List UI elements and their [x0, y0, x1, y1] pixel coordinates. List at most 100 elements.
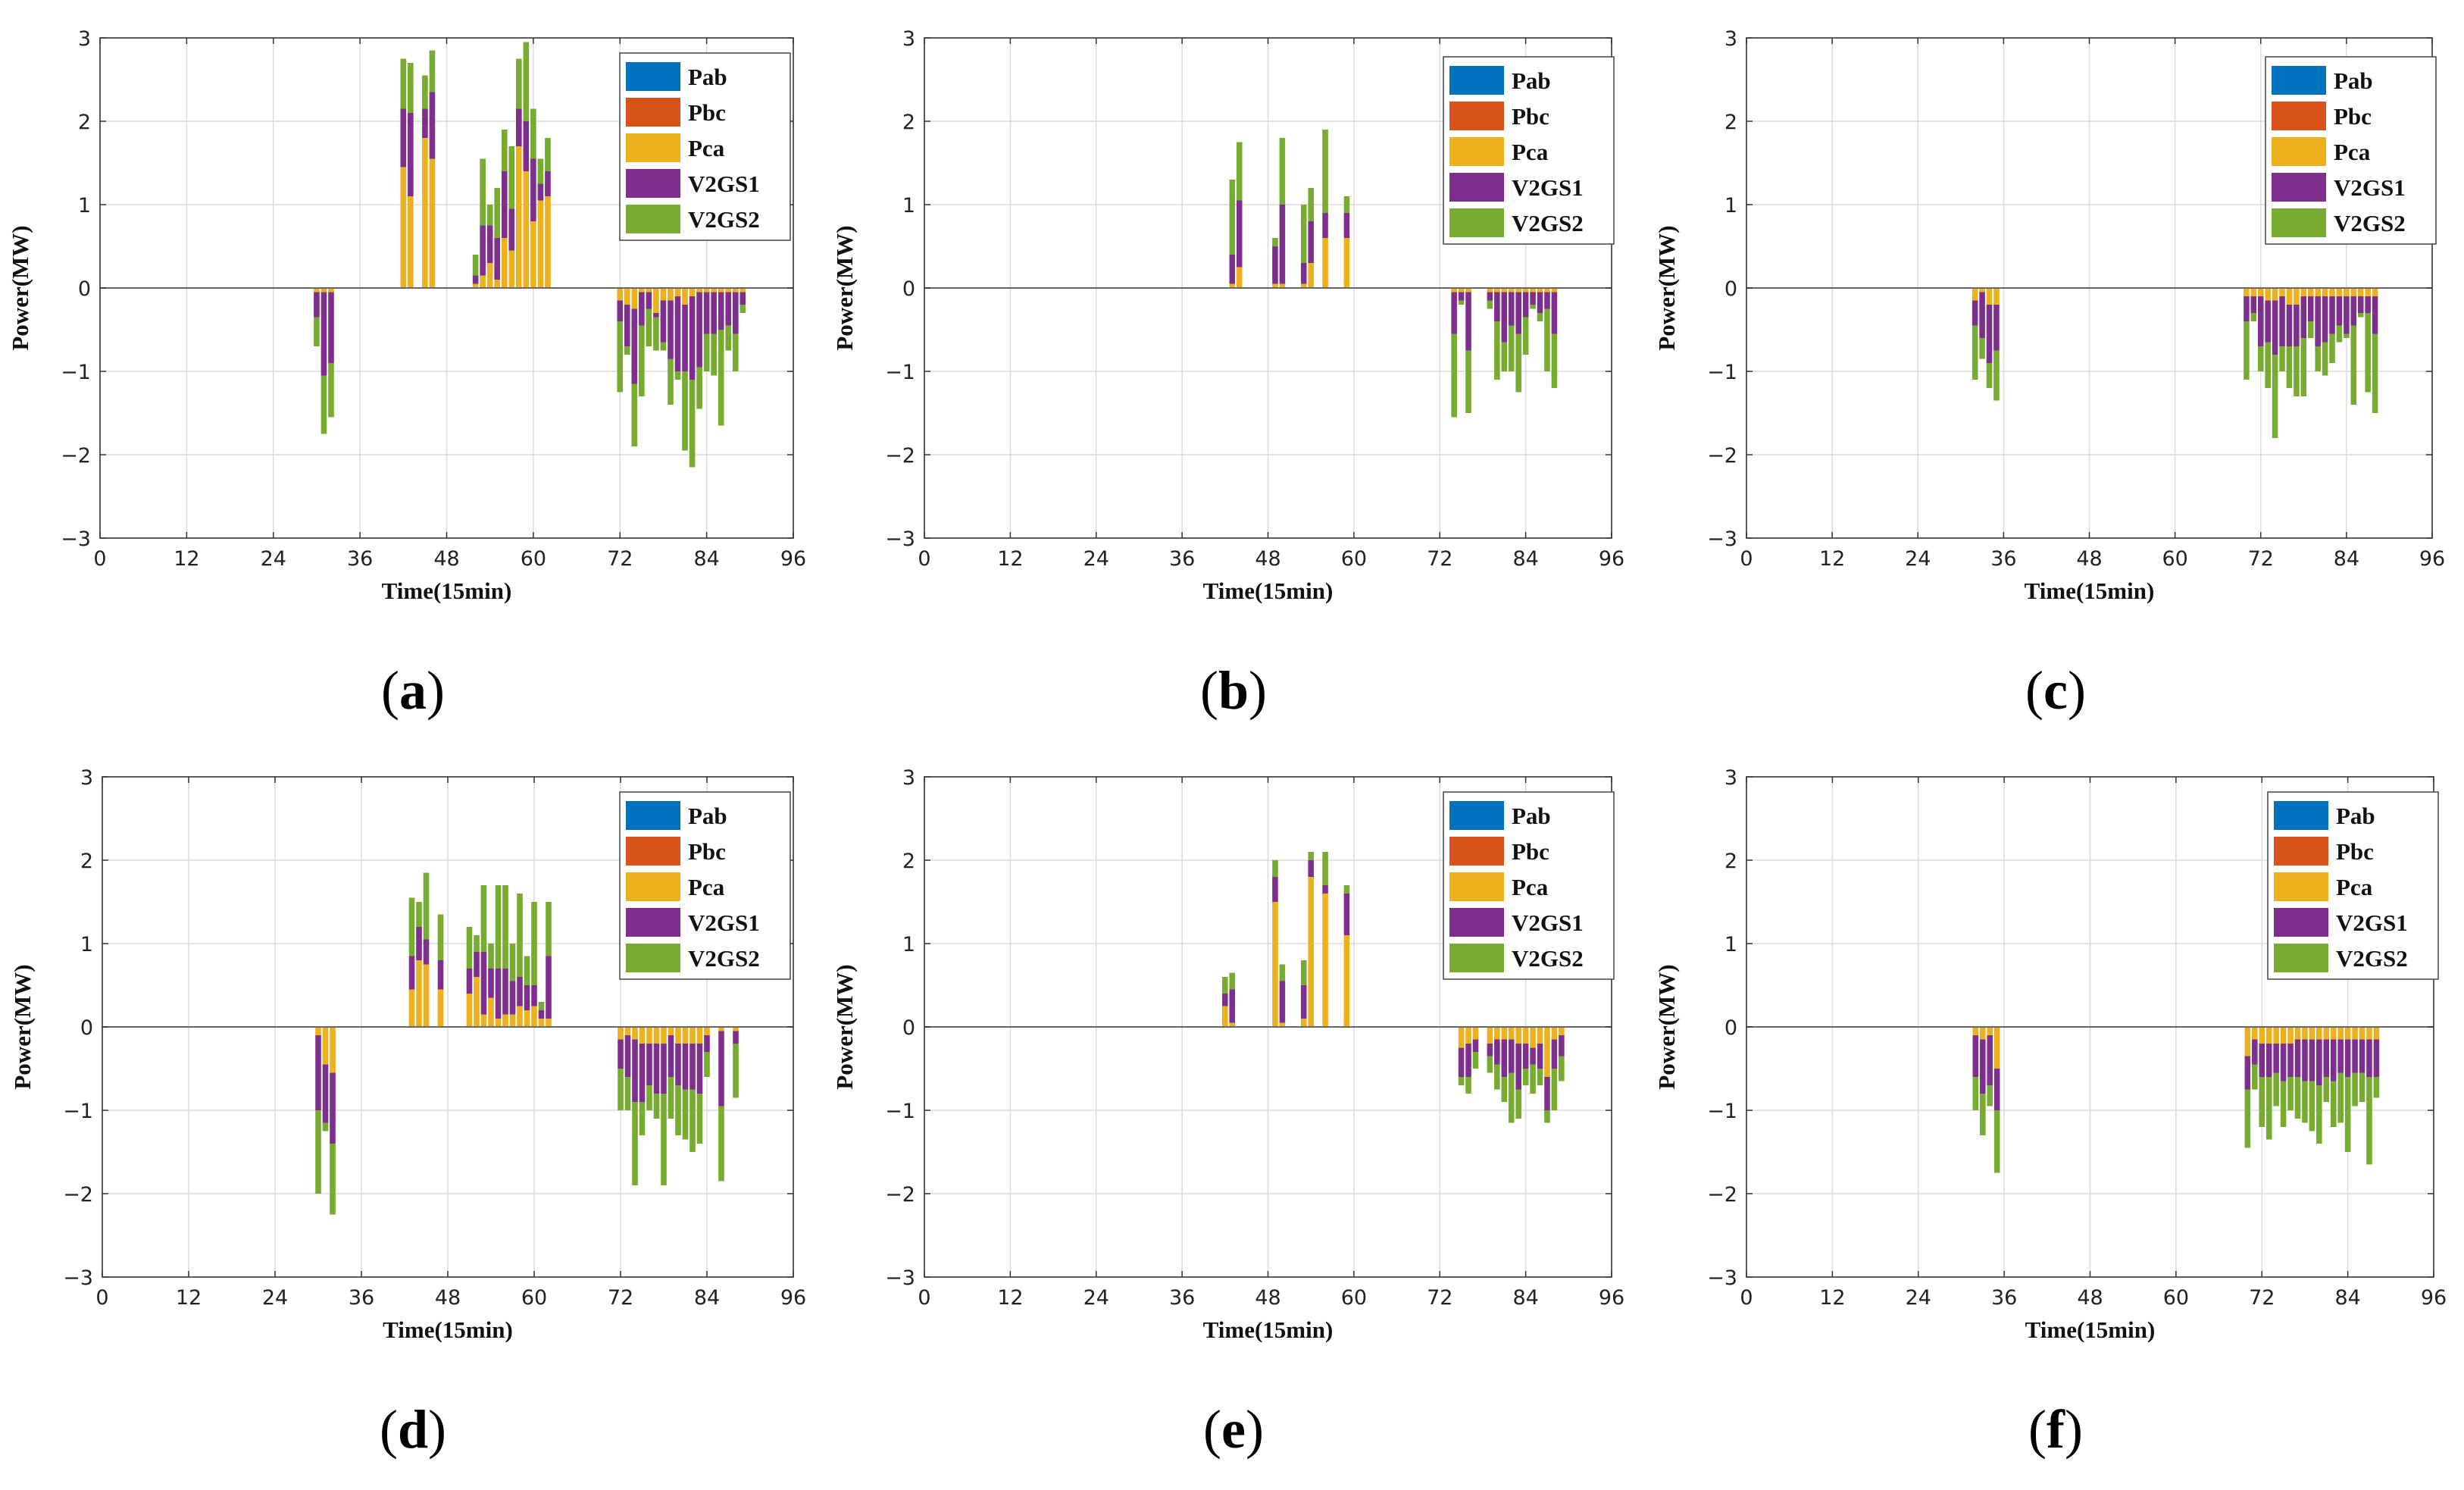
bar-segment-v2gs2 [1530, 1064, 1536, 1094]
bar-segment-pca [2359, 1027, 2366, 1040]
bar-segment-v2gs1 [2316, 1039, 2322, 1085]
bar-segment-v2gs2 [2279, 346, 2285, 371]
bar-segment-v2gs2 [466, 927, 473, 969]
bar-t44 [416, 902, 422, 1027]
bar-segment-v2gs2 [1222, 977, 1228, 994]
bar-segment-v2gs1 [408, 113, 414, 196]
legend-label-pca: Pca [688, 135, 725, 161]
bar-segment-v2gs1 [501, 171, 508, 238]
bar-segment-pca [1551, 288, 1558, 293]
bar-segment-v2gs1 [617, 300, 624, 321]
bar-t83 [696, 1027, 703, 1144]
bar-segment-v2gs1 [725, 292, 732, 326]
bar-segment-v2gs1 [696, 1044, 703, 1094]
bar-t75 [2280, 1027, 2287, 1127]
bar-t79 [668, 1027, 674, 1119]
bar-t85 [1530, 1027, 1536, 1094]
bar-segment-v2gs1 [2359, 1039, 2366, 1073]
bar-segment-v2gs1 [2259, 1044, 2265, 1077]
x-axis-title: Time(15min) [383, 1316, 513, 1343]
bar-segment-v2gs1 [2365, 296, 2371, 313]
bar-segment-v2gs1 [1508, 1039, 1515, 1073]
bar-segment-v2gs2 [1515, 333, 1521, 393]
legend-label-pca: Pca [1512, 874, 1549, 900]
bar-t80 [2316, 1027, 2322, 1144]
bar-segment-v2gs2 [1501, 1077, 1508, 1102]
bar-segment-v2gs1 [646, 1044, 652, 1085]
bar-segment-pca [322, 1027, 329, 1065]
legend: Pab Pbc Pca V2GS1 V2GS2 [619, 791, 791, 980]
bar-segment-v2gs1 [314, 292, 320, 318]
x-tick-label: 12 [176, 1286, 202, 1310]
y-tick-label: 1 [1724, 933, 1737, 956]
bar-segment-pca [2259, 1027, 2265, 1044]
y-tick-label: 1 [902, 194, 915, 218]
panel-label-close: ) [2065, 1399, 2083, 1460]
panel-label-a: (a) [381, 660, 445, 721]
bar-segment-v2gs2 [718, 1106, 724, 1182]
bar-t53 [480, 158, 486, 288]
bar-segment-v2gs2 [501, 130, 508, 171]
bar-segment-v2gs1 [2265, 1044, 2272, 1077]
bar-segment-pca [466, 994, 473, 1027]
bar-segment-v2gs2 [2302, 1081, 2308, 1123]
bar-t45 [422, 75, 428, 288]
legend-label-pbc: Pbc [1512, 838, 1549, 865]
x-tick-label: 0 [918, 1286, 930, 1310]
bar-segment-v2gs1 [1279, 981, 1286, 1023]
panel-label-letter: b [1218, 660, 1249, 721]
bar-segment-pca [631, 288, 638, 309]
bar-segment-pca [315, 1027, 321, 1035]
bar-segment-pca [1222, 1006, 1228, 1027]
bar-segment-pca [703, 288, 710, 293]
bar-segment-v2gs2 [1522, 1069, 1529, 1085]
bar-segment-pca [2294, 1027, 2301, 1040]
bar-segment-v2gs1 [2250, 296, 2257, 313]
bar-segment-pca [1993, 288, 2000, 305]
bar-t54 [1308, 188, 1314, 288]
bar-t86 [1537, 1027, 1543, 1085]
bar-segment-v2gs1 [2273, 1044, 2279, 1073]
bar-t85 [2352, 1027, 2358, 1107]
bar-segment-v2gs2 [472, 255, 479, 276]
bar-segment-v2gs1 [1465, 1044, 1471, 1077]
bar-segment-v2gs2 [2309, 1081, 2315, 1132]
bar-segment-pca [2272, 288, 2278, 301]
y-tick-label: 1 [80, 933, 93, 956]
bar-segment-v2gs1 [653, 313, 659, 318]
bar-segment-v2gs1 [495, 969, 502, 1019]
legend-swatch-pbc [626, 98, 680, 127]
bar-segment-v2gs1 [509, 981, 516, 1015]
bar-segment-v2gs2 [2300, 338, 2307, 396]
bar-segment-pca [1508, 288, 1515, 293]
bar-segment-v2gs2 [632, 1102, 638, 1185]
bar-segment-pca [624, 1027, 631, 1035]
bar-t81 [2322, 288, 2328, 376]
bar-segment-v2gs1 [2294, 1039, 2301, 1077]
bar-segment-v2gs2 [2265, 1077, 2272, 1140]
bar-segment-v2gs2 [2294, 346, 2300, 396]
bar-t60 [531, 902, 537, 1027]
bar-segment-v2gs2 [480, 158, 486, 226]
bar-segment-v2gs1 [1972, 300, 1978, 326]
bar-t86 [2359, 1027, 2366, 1102]
bar-segment-pca [1487, 1027, 1493, 1044]
y-tick-label: −1 [1707, 361, 1737, 384]
legend-label-pca: Pca [688, 874, 725, 900]
bar-segment-pca [538, 1019, 545, 1027]
bar-segment-pca [488, 997, 494, 1027]
bar-segment-v2gs1 [653, 1044, 660, 1094]
panel-label-close: ) [1246, 1399, 1264, 1460]
panel-label-open: ( [1200, 660, 1218, 721]
bar-segment-pca [314, 288, 320, 293]
panel-label-open: ( [1203, 1399, 1221, 1460]
bar-segment-v2gs2 [696, 1094, 703, 1144]
bar-t43 [1229, 972, 1236, 1027]
bar-segment-v2gs1 [416, 927, 422, 960]
bar-segment-pca [1322, 894, 1328, 1027]
bar-t83 [696, 288, 702, 409]
bar-segment-pca [1979, 288, 1985, 293]
bar-segment-v2gs2 [328, 363, 334, 418]
y-tick-label: 1 [902, 933, 915, 956]
bar-segment-v2gs2 [1993, 350, 2000, 401]
